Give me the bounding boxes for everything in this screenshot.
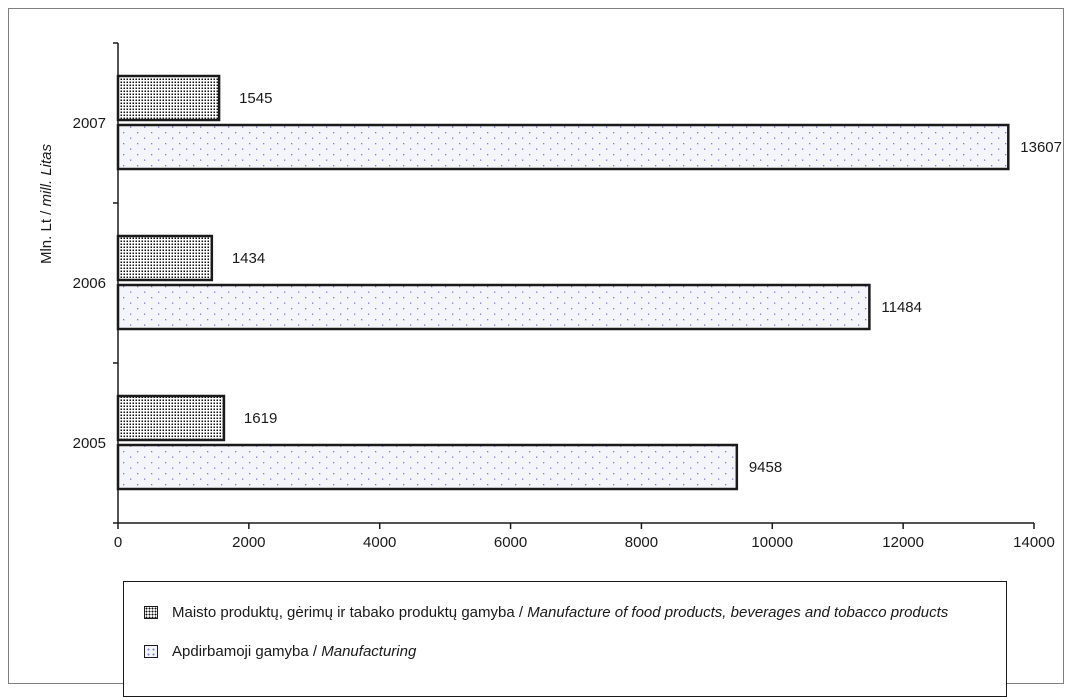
legend-label-food-italic: Manufacture of food products, beverages …	[527, 604, 949, 621]
x-tick-label: 14000	[1013, 534, 1055, 551]
bar-chart: Mln. Lt / mill. Litas 0 2000 4000 6000 8000 1…	[38, 42, 1062, 551]
legend: Maisto produktų, gėrimų ir tabako produk…	[123, 581, 1007, 697]
x-tick-label: 2000	[232, 534, 265, 551]
x-tick-label: 10000	[751, 534, 793, 551]
x-tick-label: 12000	[882, 534, 924, 551]
x-tick-label: 6000	[494, 534, 527, 551]
legend-swatch-manufacturing	[144, 645, 158, 658]
legend-label-food: Maisto produktų, gėrimų ir tabako produk…	[172, 604, 948, 621]
bar-manufacturing	[116, 443, 739, 491]
bar-manufacturing	[116, 283, 871, 331]
bar-manufacturing	[116, 123, 1010, 171]
legend-label-manufacturing: Apdirbamoji gamyba / Manufacturing	[172, 643, 416, 660]
y-axis-label: Mln. Lt / mill. Litas	[38, 143, 55, 264]
legend-label-manufacturing-italic: Manufacturing	[321, 643, 417, 660]
y-axis-label-italic: mill. Litas	[38, 143, 55, 206]
plot-area: 0 2000 4000 6000 8000 10000 12000 14000 2005 1619…	[73, 42, 1062, 551]
data-label-manufacturing: 9458	[749, 459, 782, 476]
y-axis-label-main: Mln. Lt /	[38, 206, 55, 264]
x-tick-label: 4000	[363, 534, 396, 551]
legend-item-manufacturing: Apdirbamoji gamyba / Manufacturing	[144, 643, 416, 660]
data-label-manufacturing: 11484	[881, 299, 922, 316]
bar-food	[116, 74, 221, 122]
data-label-food: 1619	[244, 410, 277, 427]
y-tick-label: 2007	[73, 115, 106, 132]
bar-food	[116, 234, 214, 282]
bar-food	[116, 394, 226, 442]
chart-frame: Mln. Lt / mill. Litas 0 2000 4000 6000 8000 1…	[8, 8, 1064, 697]
data-label-food: 1545	[239, 90, 272, 107]
data-label-food: 1434	[232, 250, 265, 267]
legend-label-manufacturing-main: Apdirbamoji gamyba /	[172, 643, 322, 660]
data-label-manufacturing: 13607	[1020, 139, 1062, 156]
legend-item-food: Maisto produktų, gėrimų ir tabako produk…	[144, 604, 948, 621]
y-tick-label: 2005	[73, 435, 106, 452]
svg-text:Mln. Lt / mill. Litas: Mln. Lt / mill. Litas	[38, 143, 55, 264]
legend-swatch-food	[144, 606, 158, 619]
x-tick-label: 8000	[625, 534, 658, 551]
x-tick-label: 0	[114, 534, 122, 551]
legend-label-food-main: Maisto produktų, gėrimų ir tabako produk…	[172, 604, 528, 621]
y-tick-label: 2006	[73, 275, 106, 292]
